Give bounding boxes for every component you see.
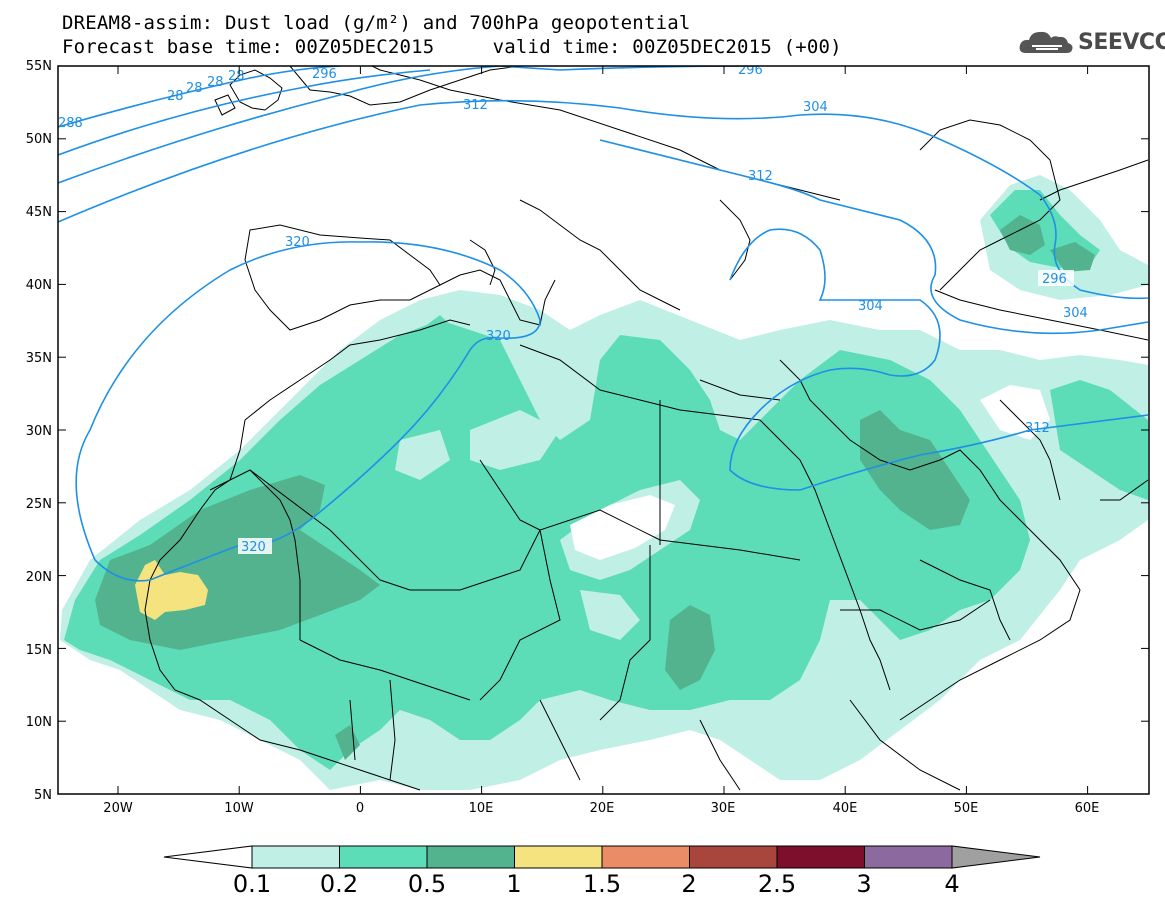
lon-label: 0 <box>356 801 364 816</box>
contour-label: 320 <box>285 235 310 250</box>
longitude-labels: 20W 10W 0 10E 20E 30E 40E 50E 60E <box>103 801 1099 816</box>
contour-label: 304 <box>858 299 883 314</box>
latitude-labels: 55N 50N 45N 40N 35N 30N 25N 20N 15N 10N … <box>26 59 52 803</box>
lat-label: 35N <box>26 351 52 366</box>
axis-ticks <box>58 65 1149 795</box>
lon-label: 20W <box>103 801 133 816</box>
contour-label: 312 <box>748 169 773 184</box>
colorbar-label: 2 <box>681 870 697 898</box>
contour-label: 312 <box>463 98 488 113</box>
contour-label: 320 <box>241 540 266 555</box>
contour-label: 28 <box>186 81 203 96</box>
lat-label: 45N <box>26 205 52 220</box>
clear-sky-gaps <box>570 385 1050 560</box>
colorbar-cell <box>251 845 340 869</box>
cloud-icon <box>1019 31 1073 53</box>
coastlines-and-borders <box>144 66 1149 791</box>
lon-label: 50E <box>954 801 979 816</box>
lat-label: 20N <box>26 570 52 585</box>
lat-label: 5N <box>34 788 52 803</box>
lon-label: 10W <box>224 801 254 816</box>
contour-label: 320 <box>486 329 511 344</box>
lat-label: 15N <box>26 643 52 658</box>
contour-label: 28 <box>228 69 245 84</box>
contour-label: 296 <box>312 67 337 82</box>
contour-label: 312 <box>1025 421 1050 436</box>
contour-labels: 28 28 28 28 288 296 296 312 304 312 320 … <box>58 63 1088 555</box>
colorbar-label: 4 <box>944 870 960 898</box>
colorbar-label: 1.5 <box>582 870 622 898</box>
colorbar-cell <box>339 845 428 869</box>
contour-label: 304 <box>1063 306 1088 321</box>
contour-label: 296 <box>1042 272 1067 287</box>
lat-label: 40N <box>26 278 52 293</box>
logo-text: SEEVCCC <box>1078 29 1165 55</box>
contour-label: 28 <box>167 89 184 104</box>
dust-level-1-area <box>135 560 208 620</box>
lon-label: 40E <box>833 801 858 816</box>
colorbar-label: 0.1 <box>232 870 272 898</box>
lat-label: 10N <box>26 715 52 730</box>
seevccc-logo: SEEVCCC <box>1018 27 1165 57</box>
colorbar <box>163 845 1041 869</box>
lon-label: 10E <box>469 801 494 816</box>
colorbar-under-triangle <box>163 845 253 869</box>
forecast-time-subtitle: Forecast base time: 00Z05DEC2015 valid t… <box>62 36 842 58</box>
lat-label: 50N <box>26 132 52 147</box>
lat-label: 30N <box>26 424 52 439</box>
map-title: DREAM8-assim: Dust load (g/m²) and 700hP… <box>62 12 691 34</box>
colorbar-label: 0.2 <box>319 870 359 898</box>
colorbar-label: 0.5 <box>407 870 447 898</box>
contour-label: 288 <box>58 116 83 131</box>
colorbar-cell <box>689 845 778 869</box>
lon-label: 60E <box>1075 801 1100 816</box>
colorbar-over-triangle <box>951 845 1041 869</box>
colorbar-cell <box>601 845 690 869</box>
lat-label: 55N <box>26 59 52 74</box>
lon-label: 30E <box>711 801 736 816</box>
colorbar-cell <box>776 845 865 869</box>
colorbar-cell <box>426 845 515 869</box>
colorbar-label: 3 <box>856 870 872 898</box>
lon-label: 20E <box>590 801 615 816</box>
colorbar-label: 1 <box>506 870 522 898</box>
contour-label: 304 <box>803 100 828 115</box>
colorbar-label: 2.5 <box>757 870 797 898</box>
colorbar-cell <box>514 845 603 869</box>
contour-label: 28 <box>207 75 224 90</box>
colorbar-cell <box>864 845 953 869</box>
lat-label: 25N <box>26 497 52 512</box>
contour-label: 296 <box>738 63 763 78</box>
